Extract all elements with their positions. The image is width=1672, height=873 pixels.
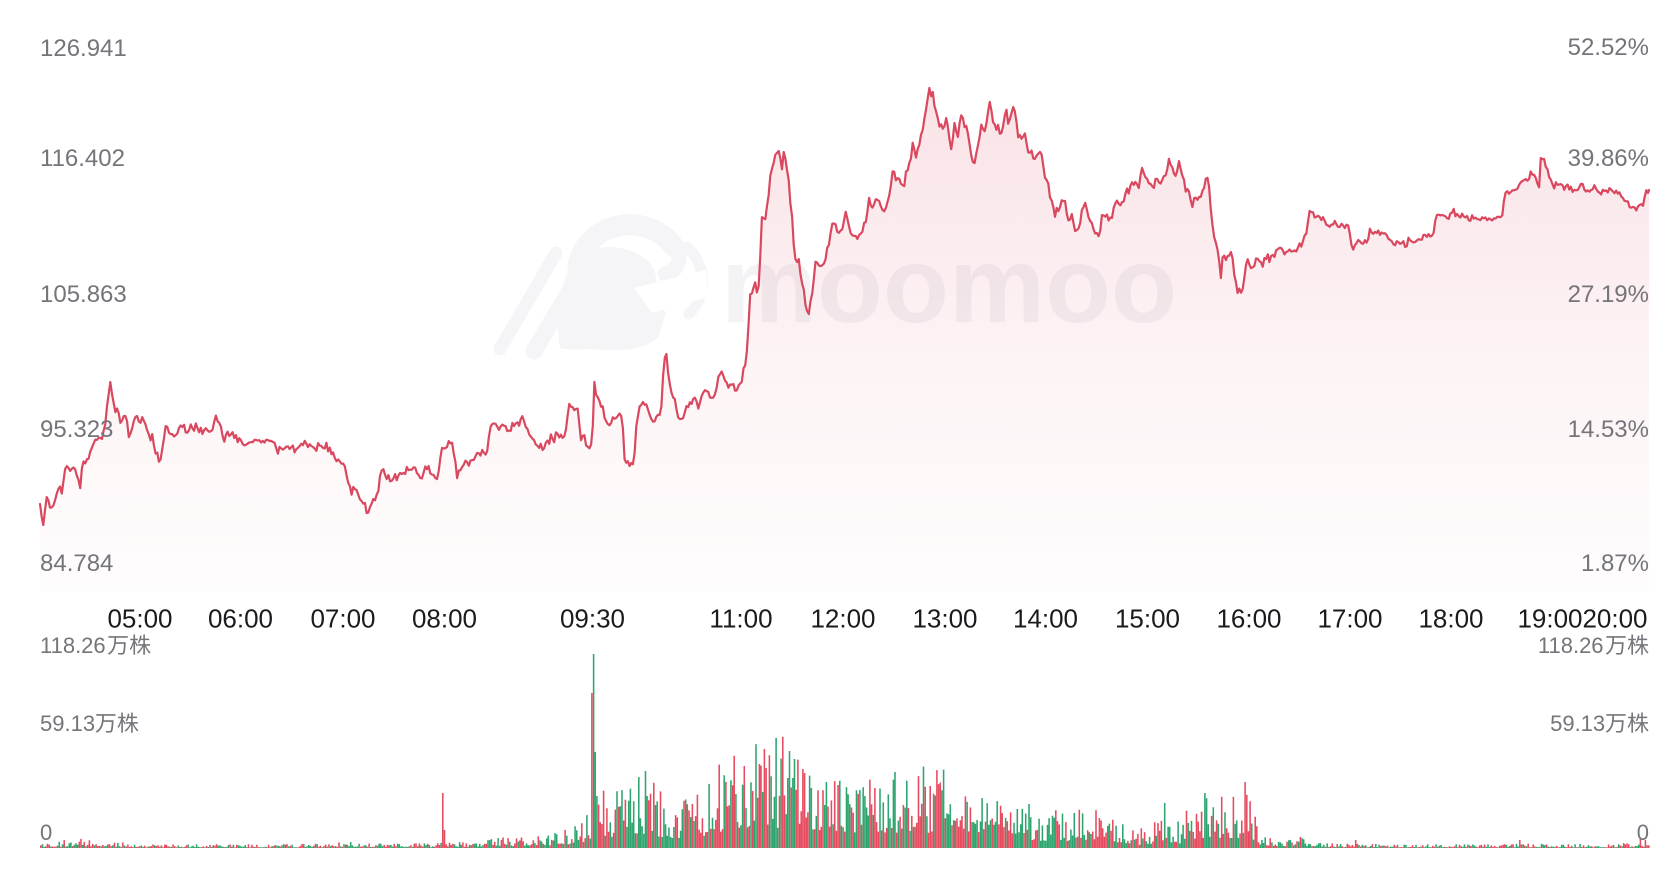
svg-text:06:00: 06:00 [208, 604, 273, 634]
svg-text:95.323: 95.323 [40, 416, 113, 443]
svg-text:116.402: 116.402 [40, 145, 125, 172]
svg-text:12:00: 12:00 [810, 604, 875, 634]
svg-text:14:00: 14:00 [1013, 604, 1078, 634]
svg-text:14.53%: 14.53% [1568, 416, 1649, 443]
svg-text:52.52%: 52.52% [1568, 34, 1649, 61]
svg-text:13:00: 13:00 [912, 604, 977, 634]
svg-text:118.26: 118.26 [1538, 633, 1604, 658]
svg-text:18:00: 18:00 [1418, 604, 1483, 634]
svg-text:19:00: 19:00 [1517, 604, 1582, 634]
svg-text:105.863: 105.863 [40, 281, 127, 308]
svg-text:11:00: 11:00 [709, 604, 772, 634]
svg-text:05:00: 05:00 [107, 604, 172, 634]
svg-text:1.87%: 1.87% [1581, 550, 1649, 577]
svg-text:0: 0 [40, 820, 52, 845]
svg-text:84.784: 84.784 [40, 550, 113, 577]
svg-text:39.86%: 39.86% [1568, 145, 1649, 172]
svg-text:20:00: 20:00 [1582, 604, 1647, 634]
svg-text:15:00: 15:00 [1115, 604, 1180, 634]
svg-text:59.13: 59.13 [1550, 711, 1605, 736]
svg-text:0: 0 [1637, 820, 1649, 845]
svg-text:17:00: 17:00 [1317, 604, 1382, 634]
svg-text:126.941: 126.941 [40, 35, 127, 62]
svg-text:118.26: 118.26 [40, 633, 106, 658]
svg-text:08:00: 08:00 [412, 604, 477, 634]
svg-text:59.13: 59.13 [40, 711, 95, 736]
svg-text:27.19%: 27.19% [1568, 281, 1649, 308]
svg-text:07:00: 07:00 [310, 604, 375, 634]
svg-text:16:00: 16:00 [1216, 604, 1281, 634]
svg-text:09:30: 09:30 [560, 604, 625, 634]
